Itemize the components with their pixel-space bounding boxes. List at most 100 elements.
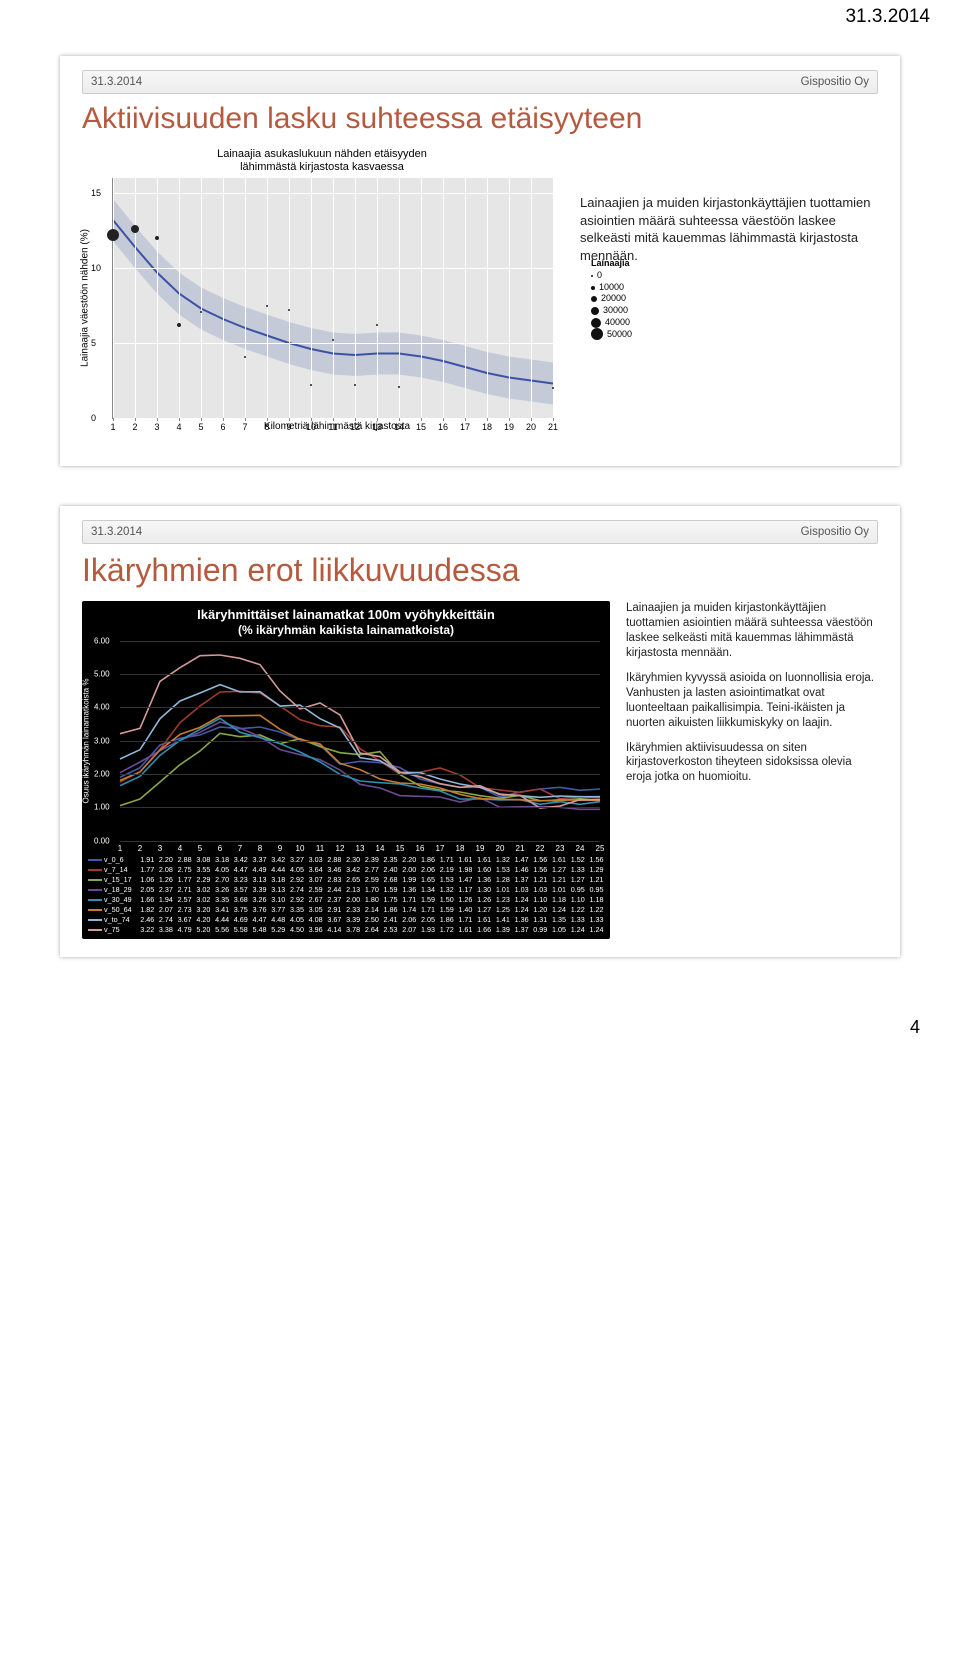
chart1-xtick: 14 [394, 422, 404, 432]
chart2-series-row: v_50_641.822.072.733.203.413.753.763.773… [86, 905, 606, 915]
chart1-xtick: 3 [154, 422, 159, 432]
chart2-ytick: 1.00 [94, 803, 110, 812]
chart2-series-row: v_30_491.661.942.573.023.353.683.263.102… [86, 895, 606, 905]
chart2-data-table: v_0_61.912.202.883.083.183.423.373.423.2… [86, 855, 606, 935]
chart1-point [398, 386, 400, 388]
chart2-xtick: 24 [576, 844, 585, 853]
chart2-xtick: 17 [436, 844, 445, 853]
chart1-xtick: 5 [198, 422, 203, 432]
chart1-title: Lainaajia asukaslukuun nähden etäisyyden… [82, 148, 562, 174]
chart1-xtick: 20 [526, 422, 536, 432]
page-number: 4 [0, 997, 960, 1058]
chart1: Lainaajia asukaslukuun nähden etäisyyden… [82, 148, 562, 448]
chart1-legend-title: Lainaajia [591, 258, 632, 268]
chart2-series-row: v_0_61.912.202.883.083.183.423.373.423.2… [86, 855, 606, 865]
chart1-xtick: 12 [350, 422, 360, 432]
chart1-point [177, 323, 181, 327]
slide2-p1: Lainaajien ja muiden kirjastonkäyttäjien… [626, 601, 878, 661]
chart1-xtick: 2 [132, 422, 137, 432]
chart2-ytick: 2.00 [94, 769, 110, 778]
chart2-xtick: 18 [456, 844, 465, 853]
slide2-p3: Ikäryhmien aktiivisuudessa on siten kirj… [626, 741, 878, 786]
slide1-title: Aktiivisuuden lasku suhteessa etäisyytee… [82, 102, 878, 136]
chart1-point [288, 309, 290, 311]
chart2-title: Ikäryhmittäiset lainamatkat 100m vyöhykk… [86, 607, 606, 623]
chart1-legend-item: 20000 [591, 293, 632, 305]
chart1-legend-item: 40000 [591, 317, 632, 329]
slide2-title: Ikäryhmien erot liikkuvuudessa [82, 552, 878, 589]
chart1-ytick: 15 [91, 188, 101, 198]
chart2-xtick: 6 [218, 844, 222, 853]
chart2-xtick: 14 [376, 844, 385, 853]
chart2-xtick: 25 [596, 844, 605, 853]
chart1-point [244, 356, 246, 358]
chart2-xtick: 22 [536, 844, 545, 853]
chart1-point [310, 384, 312, 386]
chart1-xtick: 21 [548, 422, 558, 432]
chart2-subtitle: (% ikäryhmän kaikista lainamatkoista) [86, 623, 606, 637]
slide-1: 31.3.2014 Gispositio Oy Aktiivisuuden la… [60, 56, 900, 466]
chart1-legend-item: 10000 [591, 282, 632, 294]
slide2-header-bar: 31.3.2014 Gispositio Oy [82, 520, 878, 544]
chart1-xtick: 17 [460, 422, 470, 432]
chart1-xtick: 10 [306, 422, 316, 432]
chart2-xtick: 16 [416, 844, 425, 853]
chart2-xtick: 10 [296, 844, 305, 853]
chart2-ylabel: Osuus ikäryhmän lainamatkoista % [82, 678, 91, 803]
chart2: Ikäryhmittäiset lainamatkat 100m vyöhykk… [82, 601, 610, 939]
slide2-header-date: 31.3.2014 [91, 526, 142, 538]
page-header-date: 31.3.2014 [0, 0, 960, 32]
chart2-xtick: 1 [118, 844, 122, 853]
chart1-legend-item: 30000 [591, 305, 632, 317]
chart1-xtick: 16 [438, 422, 448, 432]
chart1-xtick: 6 [220, 422, 225, 432]
chart2-series-row: v_18_292.052.372.713.023.263.573.393.132… [86, 885, 606, 895]
chart1-legend: Lainaajia 01000020000300004000050000 [591, 258, 632, 340]
chart1-point [332, 339, 334, 341]
chart2-xtick: 11 [316, 844, 324, 853]
chart1-legend-item: 50000 [591, 328, 632, 340]
chart2-plot: Osuus ikäryhmän lainamatkoista % 0.001.0… [120, 641, 600, 841]
chart1-ylabel: Lainaajia väestöön nähden (%) [80, 229, 91, 367]
chart1-point [266, 305, 268, 307]
chart1-title-l1: Lainaajia asukaslukuun nähden etäisyyden [217, 148, 427, 160]
slide2-side-text: Lainaajien ja muiden kirjastonkäyttäjien… [626, 601, 878, 939]
chart1-xtick: 8 [264, 422, 269, 432]
chart1-point [107, 229, 119, 241]
chart2-ytick: 4.00 [94, 703, 110, 712]
chart2-xtick: 7 [238, 844, 242, 853]
chart1-plot: Lainaajia väestöön nähden (%) 0510151234… [112, 178, 553, 419]
chart2-xtick: 4 [178, 844, 182, 853]
chart1-point [552, 387, 554, 389]
chart1-point [131, 225, 139, 233]
chart1-xtick: 18 [482, 422, 492, 432]
slide1-header-date: 31.3.2014 [91, 76, 142, 88]
chart2-xtick: 21 [516, 844, 525, 853]
chart1-xtick: 4 [176, 422, 181, 432]
chart1-legend-item: 0 [591, 270, 632, 282]
chart1-xtick: 11 [328, 422, 337, 432]
chart1-point [155, 236, 159, 240]
chart2-series-row: v_753.223.384.795.205.565.585.485.294.50… [86, 925, 606, 935]
chart1-xtick: 19 [504, 422, 514, 432]
chart2-xtick: 3 [158, 844, 162, 853]
chart2-xtick: 15 [396, 844, 405, 853]
chart2-ytick: 5.00 [94, 669, 110, 678]
chart2-ytick: 3.00 [94, 736, 110, 745]
chart2-xtick: 20 [496, 844, 505, 853]
chart1-xtick: 15 [416, 422, 426, 432]
chart2-xtick: 13 [356, 844, 365, 853]
chart2-xtick: 12 [336, 844, 345, 853]
slide2-p2: Ikäryhmien kyvyssä asioida on luonnollis… [626, 671, 878, 731]
chart1-point [354, 384, 356, 386]
chart1-xtick: 7 [242, 422, 247, 432]
chart1-point [376, 324, 378, 326]
chart2-xtick: 8 [258, 844, 262, 853]
chart2-series-row: v_to_742.462.743.674.204.444.694.474.484… [86, 915, 606, 925]
chart2-xtick: 23 [556, 844, 565, 853]
slide1-header-company: Gispositio Oy [801, 76, 869, 88]
chart2-series-row: v_15_171.061.261.772.292.703.233.133.182… [86, 875, 606, 885]
chart2-ytick: 0.00 [94, 836, 110, 845]
chart2-series-row: v_7_141.772.082.753.554.054.474.494.444.… [86, 865, 606, 875]
chart1-xtick: 13 [372, 422, 382, 432]
